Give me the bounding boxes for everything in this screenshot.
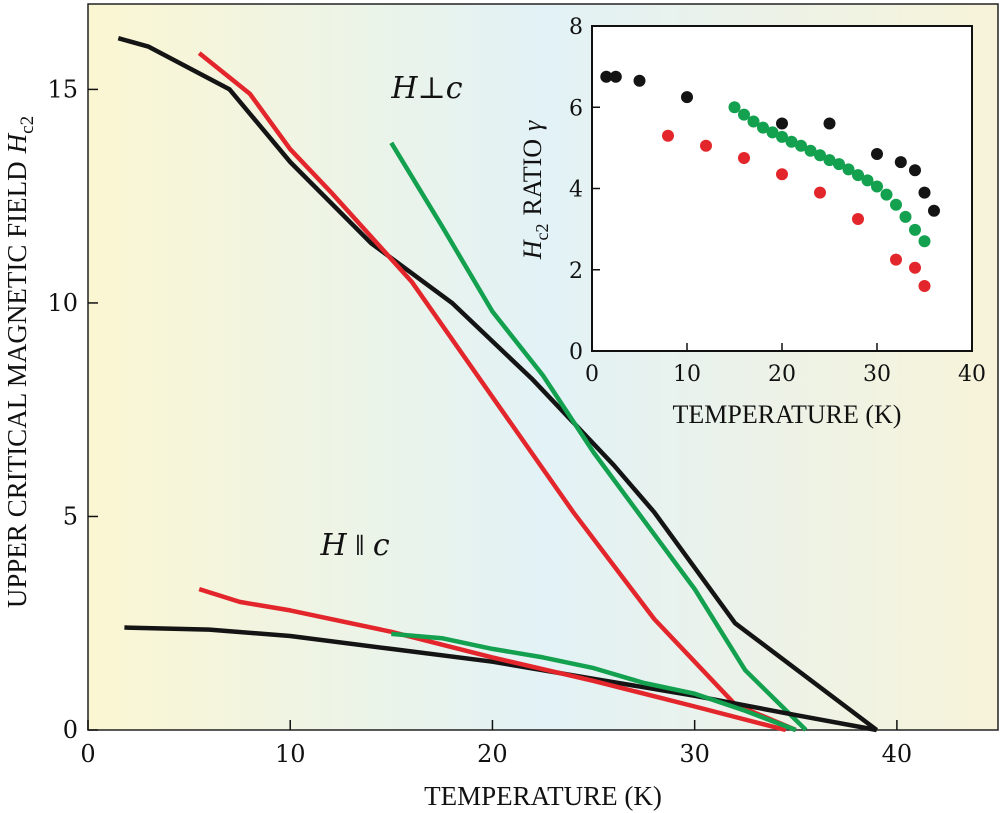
inset-point-green: [861, 174, 874, 187]
series-line-red-par: [198, 586, 787, 733]
inset-point-red: [738, 152, 750, 164]
x-tick-label: 20: [477, 740, 508, 768]
inset-y-tick-label: 8: [569, 15, 583, 40]
inset-y-tick-label: 6: [569, 96, 583, 121]
inset-point-green: [918, 235, 931, 248]
x-tick-label: 40: [882, 740, 913, 768]
inset-point-black: [609, 70, 622, 83]
inset-point-red: [918, 280, 931, 292]
inset-point-green: [833, 158, 845, 171]
x-axis-title: TEMPERATURE (K): [424, 781, 662, 811]
series-line-green-perp: [389, 141, 808, 732]
inset-x-axis-title: TEMPERATURE (K): [673, 400, 902, 429]
inset-point-red: [909, 261, 921, 274]
inset-point-black: [918, 186, 931, 199]
inset-point-green: [747, 115, 760, 128]
series-line-black-perp: [117, 36, 879, 732]
inset-point-red: [814, 186, 826, 199]
inset-point-red: [776, 168, 788, 181]
inset-point-black: [894, 156, 907, 169]
inset-point-green: [776, 130, 788, 143]
y-tick-label: 0: [63, 716, 78, 744]
inset-x-tick-label: 10: [673, 362, 701, 387]
inset-point-green: [795, 139, 807, 152]
inset-point-green: [909, 223, 921, 236]
inset-point-black: [871, 148, 883, 160]
inset-panel: 0 10 20 30 40 0 2 4 6 8 TEMPERATURE (K) Hc2RATIOγ: [518, 15, 986, 429]
y-tick-label: 15: [47, 75, 78, 103]
series-line-black-par: [124, 625, 878, 733]
inset-point-green: [842, 163, 855, 176]
inset-y-tick-label: 4: [569, 178, 583, 203]
inset-point-red: [852, 213, 864, 225]
inset-x-tick-label: 40: [958, 362, 986, 387]
inset-y-axis-title: Hc2RATIOγ: [518, 120, 552, 260]
inset-point-green: [804, 144, 817, 157]
inset-point-red: [890, 253, 902, 266]
inset-series-group: [600, 70, 940, 292]
inset-point-black: [681, 91, 693, 104]
inset-point-black: [928, 204, 940, 217]
inset-x-tick-label: 30: [863, 362, 891, 387]
inset-background: [591, 25, 973, 352]
series-line-red-perp: [197, 51, 797, 733]
inset-x-tick-label: 0: [585, 362, 599, 387]
inset-point-green: [738, 108, 750, 121]
inset-point-red: [662, 129, 674, 142]
inset-y-tick-label: 0: [569, 340, 583, 365]
inset-point-green: [823, 154, 836, 167]
series-line-green-par: [391, 631, 797, 733]
inset-point-red: [700, 139, 712, 152]
inset-point-green: [814, 149, 826, 162]
y-axis-title: UPPER CRITICAL MAGNETIC FIELDHc2: [2, 116, 38, 608]
inset-y-tick-label: 2: [569, 259, 583, 284]
inset-point-black: [600, 70, 613, 83]
inset-point-green: [766, 126, 779, 139]
inset-point-black: [633, 74, 646, 87]
x-tick-label: 10: [275, 740, 306, 768]
x-tick-label: 30: [679, 740, 710, 768]
inset-axes: 0 10 20 30 40 0 2 4 6 8: [569, 15, 986, 387]
inset-point-green: [757, 121, 769, 134]
x-tick-label: 0: [80, 740, 95, 768]
inset-point-green: [785, 135, 798, 148]
inset-point-green: [852, 169, 864, 182]
y-tick-label: 5: [63, 502, 78, 530]
inset-point-green: [728, 101, 741, 114]
inset-point-green: [880, 188, 893, 201]
annotation-h-par-c: H ∥ c: [320, 528, 390, 563]
inset-point-green: [871, 180, 883, 193]
main-series-group: [117, 36, 879, 733]
inset-point-green: [899, 210, 912, 223]
inset-x-tick-label: 20: [768, 362, 796, 387]
inset-point-black: [776, 117, 788, 130]
inset-point-green: [890, 198, 902, 211]
y-tick-label: 10: [47, 289, 78, 317]
inset-point-black: [909, 164, 921, 177]
inset-point-black: [823, 117, 836, 130]
annotation-h-perp-c: H⊥c: [390, 71, 462, 106]
